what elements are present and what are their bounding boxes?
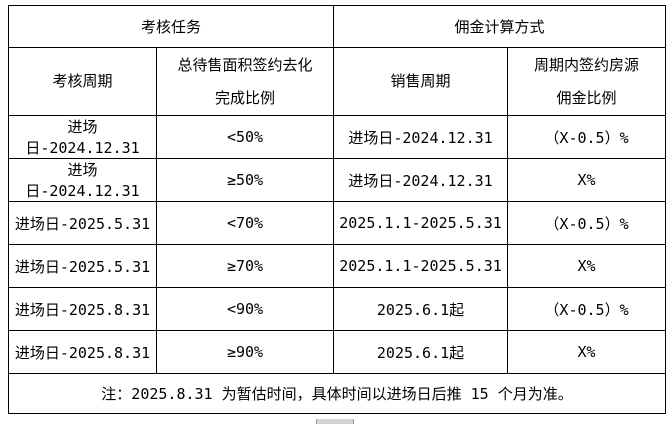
- assessment-period-cell: 进场日-2025.8.31: [8, 330, 157, 374]
- completion-ratio-cell: <50%: [155, 115, 335, 159]
- assessment-period-cell: 进场日-2025.5.31: [8, 201, 157, 245]
- column-header-commission-rate: 周期内签约房源 佣金比例: [507, 47, 667, 116]
- commission-rate-cell: （X-0.5）%: [507, 201, 667, 245]
- completion-ratio-cell: <70%: [155, 201, 335, 245]
- commission-rate-cell: X%: [507, 244, 667, 288]
- footnote-text: 注：2025.8.31 为暂估时间，具体时间以进场日后推 15 个月为准。: [7, 373, 667, 414]
- assessment-period-cell: 进场日-2025.8.31: [8, 287, 157, 331]
- group-header-row: 考核任务 佣金计算方式: [7, 5, 667, 48]
- sales-period-cell: 2025.6.1起: [333, 287, 509, 331]
- sales-period-cell: 进场日-2024.12.31: [333, 115, 509, 159]
- commission-assessment-table: 考核任务 佣金计算方式 考核周期 总待售面积签约去化 完成比例 销售周期 周期内…: [7, 5, 667, 414]
- commission-rate-cell: X%: [507, 330, 667, 374]
- column-header-row: 考核周期 总待售面积签约去化 完成比例 销售周期 周期内签约房源 佣金比例: [8, 47, 667, 116]
- table-row: 进场日-2024.12.31 <50% 进场日-2024.12.31 （X-0.…: [8, 115, 667, 159]
- completion-ratio-cell: ≥90%: [155, 330, 335, 374]
- group-header-assessment-task: 考核任务: [7, 5, 335, 48]
- assessment-period-cell: 进场日-2024.12.31: [8, 158, 157, 202]
- sales-period-cell: 2025.1.1-2025.5.31: [333, 244, 509, 288]
- column-header-completion-ratio: 总待售面积签约去化 完成比例: [155, 47, 335, 116]
- table-row: 进场日-2025.8.31 ≥90% 2025.6.1起 X%: [8, 330, 667, 374]
- commission-rate-cell: （X-0.5）%: [507, 115, 667, 159]
- assessment-period-cell: 进场日-2024.12.31: [8, 115, 157, 159]
- assessment-period-cell: 进场日-2025.5.31: [8, 244, 157, 288]
- completion-ratio-cell: ≥70%: [155, 244, 335, 288]
- sales-period-cell: 进场日-2024.12.31: [333, 158, 509, 202]
- commission-rate-cell: X%: [507, 158, 667, 202]
- column-header-sales-period: 销售周期: [333, 47, 509, 116]
- commission-rate-cell: （X-0.5）%: [507, 287, 667, 331]
- table-row: 进场日-2025.8.31 <90% 2025.6.1起 （X-0.5）%: [8, 287, 667, 331]
- group-header-commission-method: 佣金计算方式: [333, 5, 667, 48]
- completion-ratio-cell: ≥50%: [155, 158, 335, 202]
- table-row: 进场日-2024.12.31 ≥50% 进场日-2024.12.31 X%: [8, 158, 667, 202]
- table-resize-handle[interactable]: [316, 419, 354, 424]
- column-header-assessment-period: 考核周期: [8, 47, 157, 116]
- table-row: 进场日-2025.5.31 ≥70% 2025.1.1-2025.5.31 X%: [8, 244, 667, 288]
- sales-period-cell: 2025.6.1起: [333, 330, 509, 374]
- footnote-row: 注：2025.8.31 为暂估时间，具体时间以进场日后推 15 个月为准。: [7, 373, 667, 414]
- completion-ratio-cell: <90%: [155, 287, 335, 331]
- table-row: 进场日-2025.5.31 <70% 2025.1.1-2025.5.31 （X…: [8, 201, 667, 245]
- sales-period-cell: 2025.1.1-2025.5.31: [333, 201, 509, 245]
